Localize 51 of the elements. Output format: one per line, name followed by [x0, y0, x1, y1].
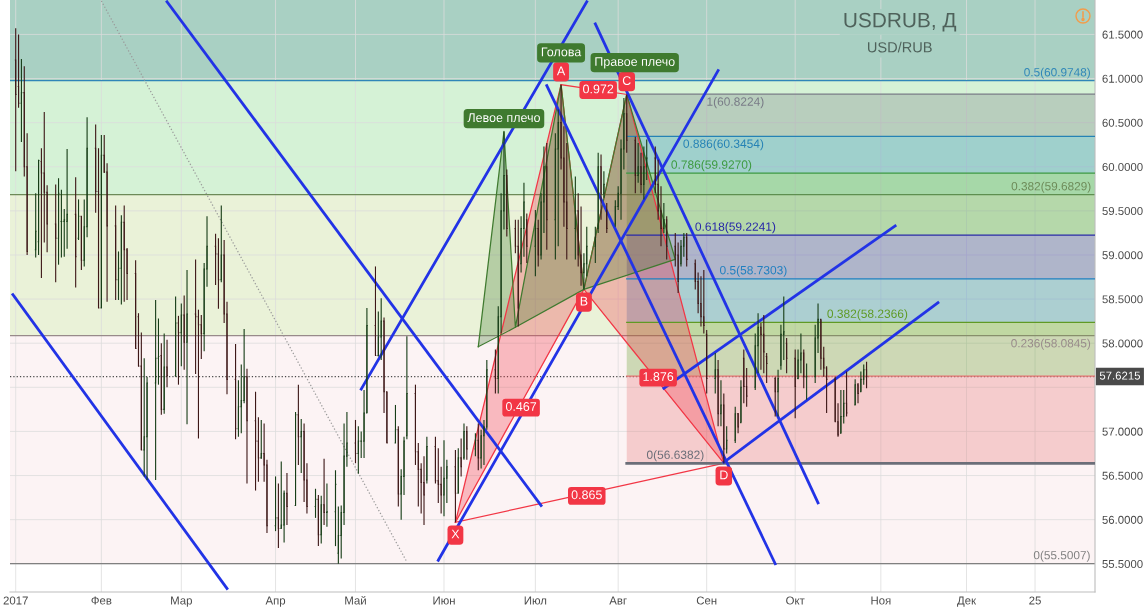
- y-tick-label: 58.5000: [1102, 295, 1143, 304]
- y-tick-label: 58.0000: [1102, 339, 1143, 348]
- data-label: B: [580, 296, 588, 306]
- y-tick-label: 56.5000: [1102, 471, 1143, 480]
- x-tick-label: Окт: [786, 596, 805, 605]
- text: USD/RUB: [868, 41, 932, 53]
- x-tick-label: Ноя: [871, 596, 891, 605]
- x-tick-label: Фев: [91, 596, 112, 605]
- x-tick-label: Сен: [696, 596, 717, 605]
- data-label: Правое плечо: [595, 57, 675, 69]
- annotation: 0.972: [583, 84, 614, 94]
- ref-line-label: 0.236(58.0845): [1011, 338, 1091, 350]
- y-tick-label: 60.5000: [1102, 118, 1143, 127]
- y-tick-label: 61.0000: [1102, 74, 1143, 83]
- x-tick-label: Июн: [433, 596, 455, 605]
- data-label: D: [720, 470, 728, 480]
- ref-line-label: 0(55.5007): [1033, 550, 1090, 562]
- y-tick-label: 59.0000: [1102, 251, 1143, 260]
- series-label: 1(60.8224): [707, 97, 764, 109]
- x-tick-label: Июл: [524, 596, 547, 605]
- series-label: 0(56.6382): [646, 450, 704, 462]
- x-tick-label: Дек: [957, 596, 977, 607]
- annotation: 0.865: [571, 490, 602, 500]
- annotation: 0.467: [505, 402, 537, 411]
- x-tick-label: Май: [345, 595, 366, 605]
- series-label: 0.382(58.2366): [827, 309, 908, 321]
- x-tick-label: 2017: [3, 596, 28, 605]
- data-label: C: [622, 76, 631, 85]
- ref-line-label: 57.6215: [1099, 371, 1141, 380]
- ref-line-label: 0.5(60.9748): [1024, 67, 1090, 79]
- y-tick-label: 59.5000: [1102, 207, 1143, 216]
- data-label: X: [451, 529, 460, 539]
- series-label: 0.618(59.2241): [695, 222, 776, 234]
- x-tick-label: Апр: [265, 596, 286, 607]
- y-tick-label: 60.0000: [1102, 162, 1143, 171]
- series-label: 0.786(59.9270): [671, 160, 752, 172]
- x-tick-label: Авг: [609, 596, 627, 605]
- ref-line-label: 0.382(59.6829): [1011, 181, 1091, 193]
- data-label: A: [556, 66, 566, 76]
- y-tick-label: 57.0000: [1102, 427, 1143, 436]
- y-tick-label: 61.5000: [1102, 30, 1143, 39]
- x-tick-label: 25: [1029, 596, 1041, 605]
- data-label: Левое плечо: [467, 113, 540, 123]
- x-tick-label: Мар: [171, 596, 192, 607]
- y-tick-label: 56.0000: [1102, 515, 1143, 524]
- series-label: 0.5(58.7303): [719, 265, 787, 277]
- data-label: Голова: [541, 47, 582, 57]
- annotation: 1.876: [643, 372, 674, 381]
- series-label: 0.886(60.3454): [683, 139, 764, 151]
- text: USDRUB, Д: [844, 12, 957, 32]
- y-tick-label: 55.5000: [1102, 559, 1143, 569]
